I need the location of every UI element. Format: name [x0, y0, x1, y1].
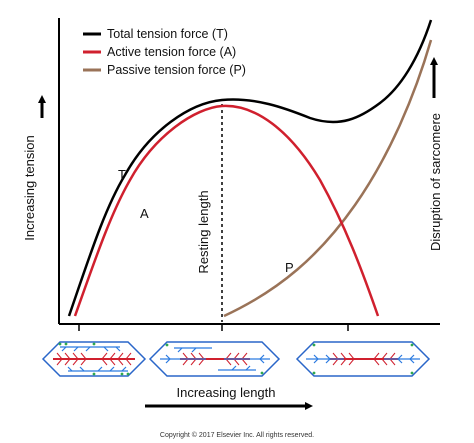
legend: Total tension force (T) Active tension f…	[83, 27, 246, 77]
disruption-label: Disruption of sarcomere	[428, 113, 443, 251]
passive-tension-curve	[223, 39, 433, 318]
plot-axes	[58, 18, 440, 331]
active-tension-curve	[73, 104, 380, 317]
legend-label-total: Total tension force (T)	[107, 27, 228, 41]
legend-label-active: Active tension force (A)	[107, 45, 236, 59]
total-tension-curve	[67, 19, 433, 317]
active-curve-label: A	[140, 206, 149, 221]
legend-label-passive: Passive tension force (P)	[107, 63, 246, 77]
sarcomere-shortened	[41, 341, 147, 377]
resting-length-label: Resting length	[196, 190, 211, 273]
passive-curve-label: P	[285, 260, 294, 275]
y-axis-label: Increasing tension	[22, 135, 37, 241]
sarcomere-stretched	[295, 341, 431, 377]
copyright-notice: Copyright © 2017 Elsevier Inc. All right…	[160, 431, 314, 439]
x-axis-label: Increasing length	[176, 385, 275, 400]
sarcomere-resting	[148, 341, 281, 377]
total-curve-label: T	[118, 167, 126, 182]
